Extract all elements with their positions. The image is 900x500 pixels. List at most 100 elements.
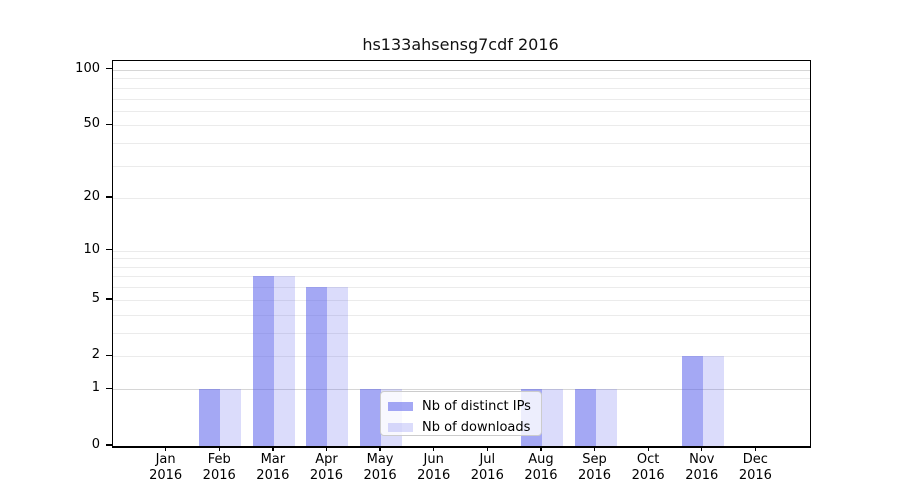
y-tick-label-1: 1 — [91, 380, 100, 396]
y-tick-1 — [106, 387, 112, 390]
x-tick-label-may-2016: May 2016 — [354, 452, 406, 483]
x-tick-label-feb-2016: Feb 2016 — [193, 452, 245, 483]
bar-nb-of-downloads-mar-2016 — [273, 276, 295, 446]
gridline-40 — [113, 143, 810, 145]
x-tick-label-line: Jun — [423, 452, 444, 467]
gridline-90 — [113, 78, 810, 80]
gridline-9 — [113, 258, 810, 260]
gridline-10 — [113, 250, 810, 252]
gridline-30 — [113, 166, 810, 168]
y-tick-20 — [106, 196, 112, 198]
gridline-4 — [113, 314, 810, 316]
legend: Nb of distinct IPs Nb of downloads — [380, 391, 542, 436]
bar-nb-of-distinct-ips-mar-2016 — [252, 276, 274, 446]
y-tick-label-10: 10 — [83, 241, 100, 257]
x-tick-jul-2016 — [486, 447, 488, 451]
y-tick-label-0: 0 — [91, 437, 100, 452]
plot-area — [112, 60, 811, 448]
x-tick-label-line: 2016 — [202, 467, 236, 483]
x-tick-oct-2016 — [647, 447, 649, 451]
x-tick-label-oct-2016: Oct 2016 — [622, 452, 674, 483]
x-tick-label-line: 2016 — [256, 467, 290, 483]
x-tick-label-line: Feb — [207, 452, 231, 467]
x-tick-label-line: Aug — [528, 452, 554, 467]
x-tick-aug-2016 — [540, 447, 542, 451]
x-tick-label-line: 2016 — [470, 467, 504, 483]
x-tick-label-line: Jan — [155, 452, 176, 467]
x-tick-label-apr-2016: Apr 2016 — [300, 452, 352, 483]
gridline-8 — [113, 266, 810, 268]
x-tick-label-line: 2016 — [577, 467, 612, 483]
legend-item-nb-of-downloads: Nb of downloads — [381, 417, 541, 438]
x-tick-label-line: 2016 — [685, 467, 719, 483]
x-tick-jun-2016 — [433, 447, 435, 451]
x-tick-nov-2016 — [701, 447, 703, 451]
bar-nb-of-downloads-feb-2016 — [220, 389, 242, 446]
x-tick-label-sep-2016: Sep 2016 — [569, 452, 621, 483]
gridline-60 — [113, 110, 810, 112]
legend-label: Nb of downloads — [422, 420, 531, 435]
x-tick-label-line: Oct — [636, 452, 660, 467]
x-tick-label-line: Dec — [742, 452, 768, 467]
x-tick-label-nov-2016: Nov 2016 — [676, 452, 728, 483]
x-tick-sep-2016 — [593, 447, 596, 451]
x-tick-label-line: Nov — [689, 452, 715, 467]
x-tick-dec-2016 — [754, 447, 757, 451]
bar-nb-of-distinct-ips-feb-2016 — [199, 389, 221, 446]
bar-nb-of-distinct-ips-apr-2016 — [306, 287, 328, 446]
bar-nb-of-distinct-ips-sep-2016 — [574, 389, 596, 446]
y-tick-50 — [106, 123, 112, 126]
x-tick-label-line: 2016 — [524, 467, 558, 483]
legend-label: Nb of distinct IPs — [422, 399, 531, 414]
x-tick-label-jun-2016: Jun 2016 — [408, 452, 460, 483]
y-tick-0 — [106, 444, 112, 446]
gridline-100 — [113, 69, 810, 71]
y-tick-2 — [106, 354, 112, 357]
x-tick-label-line: 2016 — [149, 467, 183, 483]
gridline-3 — [113, 332, 810, 334]
x-tick-apr-2016 — [325, 447, 328, 451]
x-tick-jan-2016 — [165, 447, 167, 451]
bar-nb-of-downloads-sep-2016 — [595, 389, 617, 446]
x-tick-label-mar-2016: Mar 2016 — [247, 452, 299, 483]
x-tick-feb-2016 — [218, 447, 220, 451]
y-tick-label-5: 5 — [91, 290, 100, 306]
chart-title: hs133ahsensg7cdf 2016 — [362, 35, 559, 54]
bar-nb-of-downloads-nov-2016 — [702, 356, 724, 446]
bar-nb-of-distinct-ips-may-2016 — [360, 389, 382, 446]
x-tick-label-line: May — [366, 452, 394, 467]
bar-nb-of-downloads-aug-2016 — [541, 389, 563, 446]
x-tick-label-jan-2016: Jan 2016 — [140, 452, 192, 483]
y-tick-label-20: 20 — [83, 188, 100, 204]
gridline-6 — [113, 287, 810, 289]
legend-swatch — [388, 423, 413, 432]
x-tick-label-line: 2016 — [309, 467, 343, 483]
x-tick-label-line: Jul — [479, 452, 496, 467]
legend-swatch — [388, 402, 413, 411]
x-tick-label-line: 2016 — [631, 467, 665, 483]
y-tick-label-50: 50 — [83, 116, 100, 132]
bar-nb-of-distinct-ips-nov-2016 — [681, 356, 703, 446]
gridline-1 — [113, 389, 810, 391]
gridline-20 — [113, 197, 810, 199]
gridline-80 — [113, 87, 810, 89]
x-tick-may-2016 — [379, 447, 381, 451]
legend-item-nb-of-distinct-ips: Nb of distinct IPs — [381, 396, 541, 417]
bar-nb-of-downloads-apr-2016 — [327, 287, 349, 446]
x-tick-label-line: 2016 — [738, 467, 772, 483]
x-tick-label-line: Sep — [582, 452, 607, 467]
gridline-70 — [113, 98, 810, 100]
y-tick-100 — [106, 68, 112, 70]
gridline-50 — [113, 125, 810, 127]
gridline-7 — [113, 276, 810, 278]
x-tick-label-dec-2016: Dec 2016 — [729, 452, 781, 483]
gridline-2 — [113, 356, 810, 358]
x-tick-mar-2016 — [272, 447, 274, 451]
x-tick-label-line: 2016 — [363, 467, 397, 483]
x-tick-label-line: 2016 — [417, 467, 451, 483]
y-tick-10 — [106, 248, 112, 251]
y-tick-label-2: 2 — [91, 347, 100, 363]
x-tick-label-aug-2016: Aug 2016 — [515, 452, 567, 483]
gridline-5 — [113, 299, 810, 301]
